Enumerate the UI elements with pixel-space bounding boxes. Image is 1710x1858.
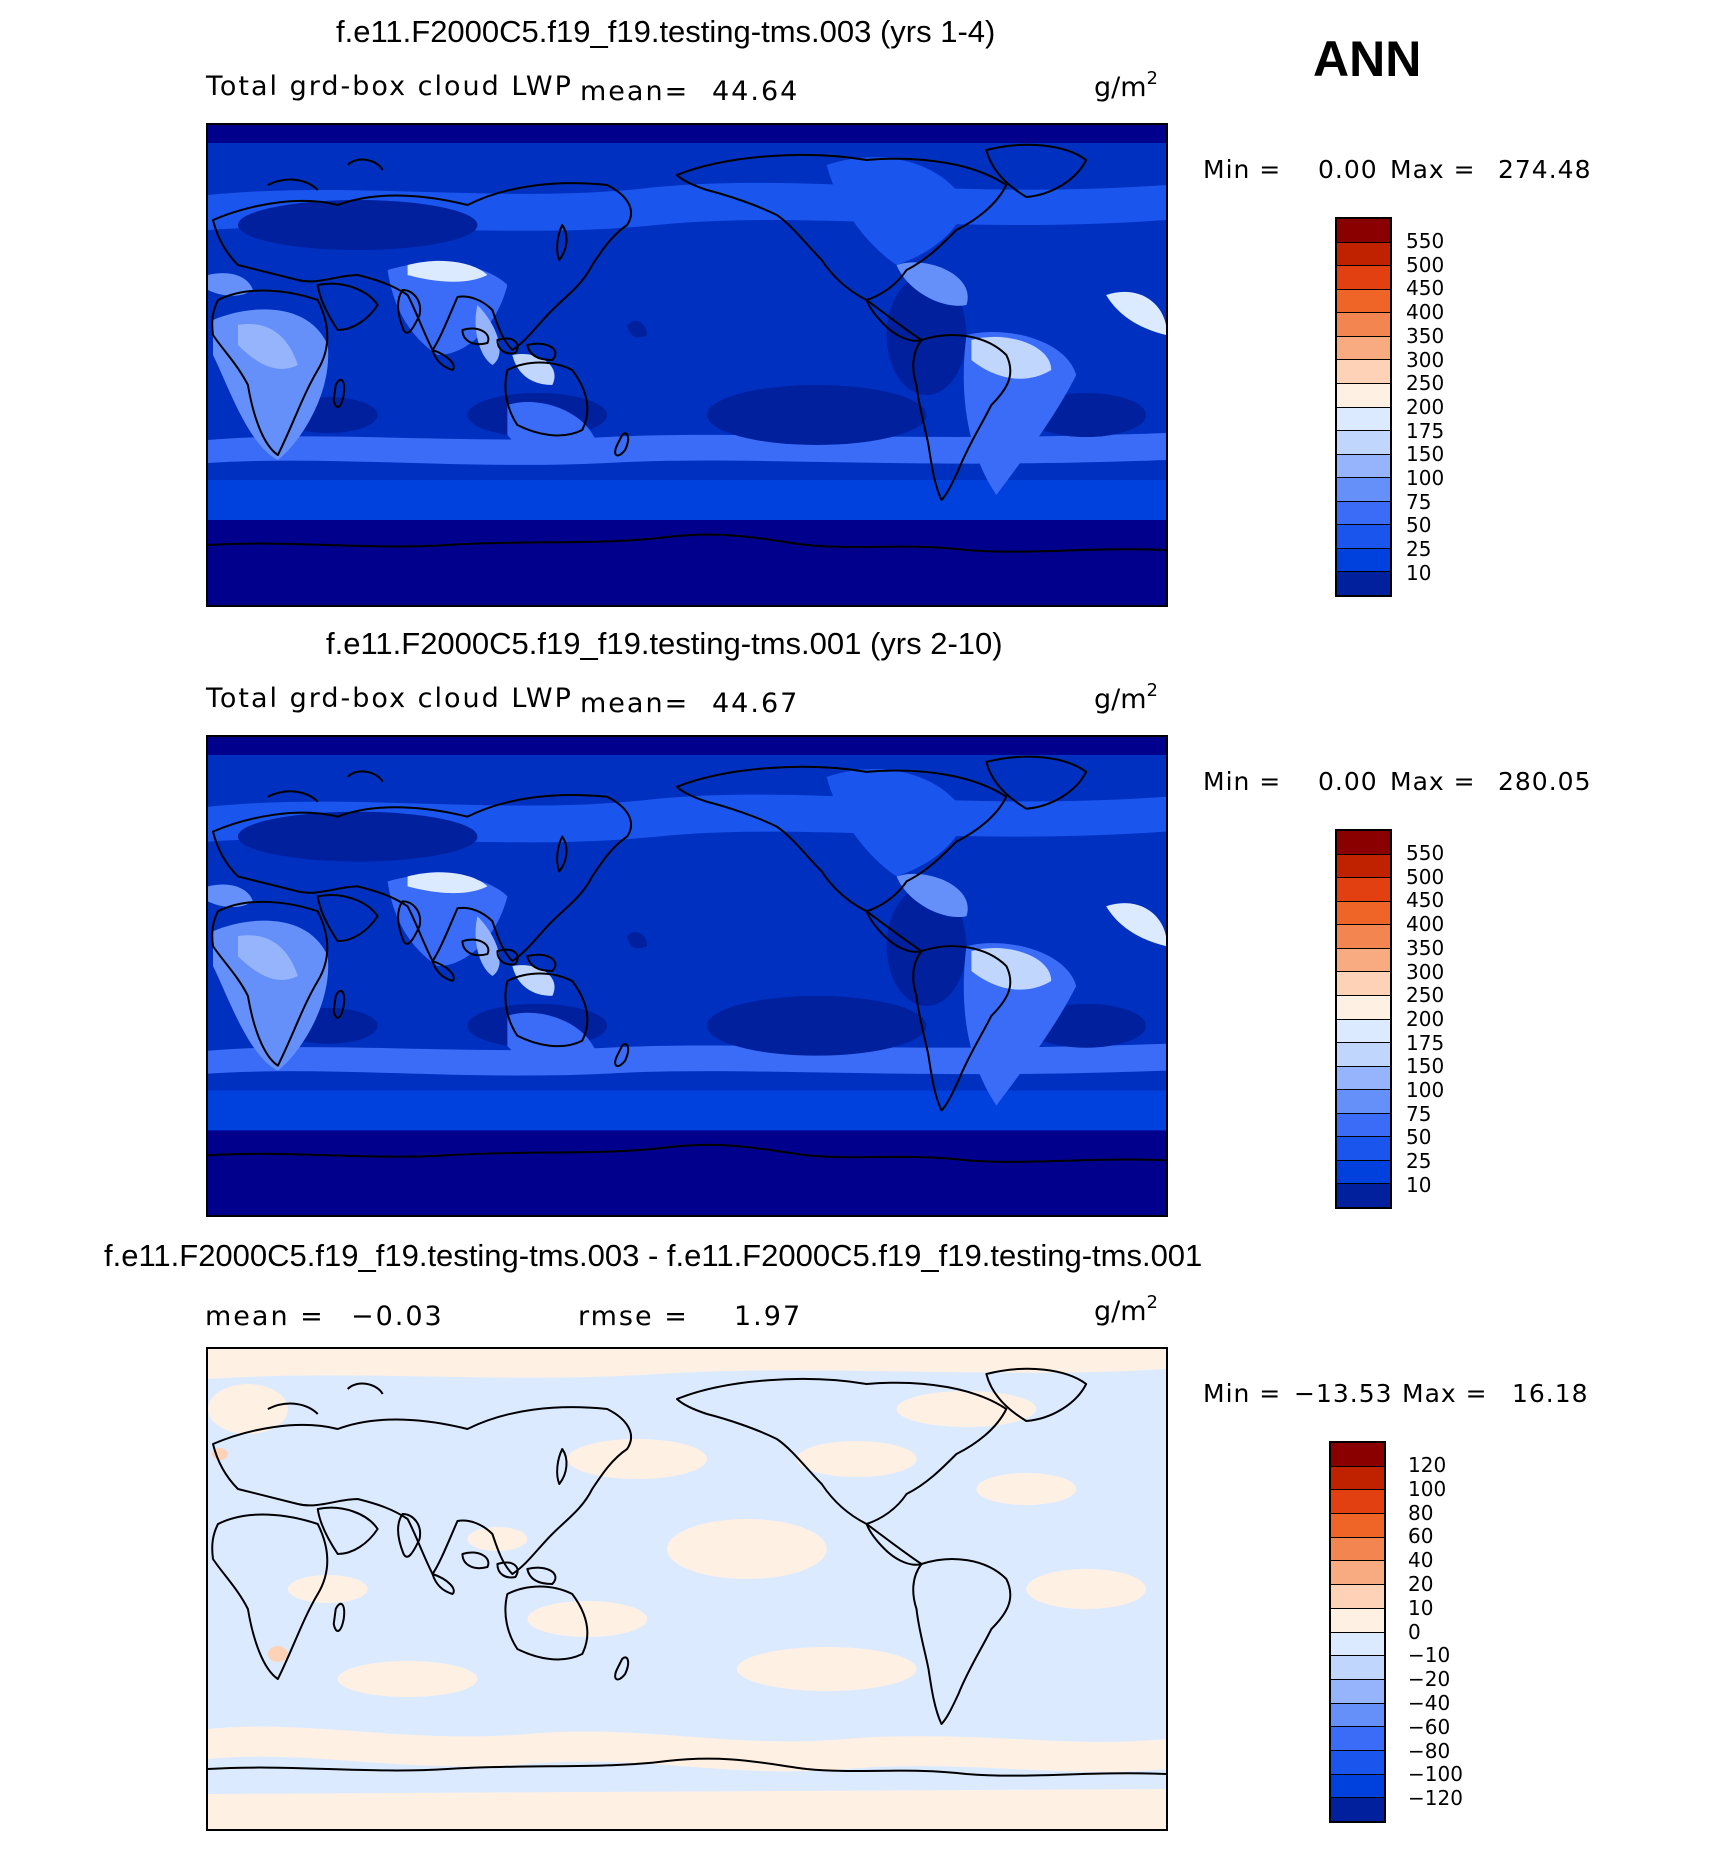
panel-1-unit: g/m2: [1094, 68, 1158, 103]
cb1-level: 75: [1406, 489, 1432, 514]
panel-1-variable-label: Total grd-box cloud LWP: [206, 71, 573, 102]
cb2-level: 75: [1406, 1101, 1432, 1126]
cb1-level: 50: [1406, 513, 1432, 538]
panel-3-map: [206, 1347, 1168, 1831]
cb3-level: 120: [1408, 1453, 1447, 1477]
panel-2-unit: g/m2: [1094, 680, 1158, 715]
panel-3-mean-label: mean =: [205, 1301, 325, 1332]
cb3-level: −80: [1408, 1738, 1451, 1763]
cb1-level: 100: [1406, 466, 1445, 490]
cb1-level: 200: [1406, 394, 1445, 419]
panel-3-unit: g/m2: [1094, 1292, 1158, 1327]
panel-2-colorbar: [1335, 829, 1392, 1209]
panel-3-min-label: Min =: [1203, 1379, 1282, 1408]
cb3-level: −120: [1408, 1786, 1463, 1811]
panel-2-map: [206, 735, 1168, 1217]
panel-3-max-label: Max =: [1402, 1379, 1488, 1408]
cb1-level: 300: [1406, 347, 1445, 372]
cb2-level: 10: [1406, 1172, 1432, 1197]
cb1-level: 350: [1406, 323, 1445, 348]
panel-1-mean-label: mean=: [580, 76, 690, 107]
cb1-level: 175: [1406, 418, 1445, 443]
panel-2-title: f.e11.F2000C5.f19_f19.testing-tms.001 (y…: [326, 626, 1003, 661]
cb1-level: 450: [1406, 276, 1445, 301]
panel-3-max-value: 16.18: [1512, 1379, 1589, 1408]
cb3-level: 10: [1408, 1595, 1434, 1620]
panel-3-title: f.e11.F2000C5.f19_f19.testing-tms.003 - …: [104, 1238, 1203, 1273]
cb1-level: 400: [1406, 300, 1445, 325]
cb3-level: 20: [1408, 1572, 1434, 1596]
panel-3-mean-value: −0.03: [351, 1301, 444, 1332]
cb2-level: 300: [1406, 959, 1445, 984]
panel-1-title: f.e11.F2000C5.f19_f19.testing-tms.003 (y…: [336, 14, 996, 49]
panel-3-rmse-value: 1.97: [734, 1301, 803, 1332]
cb2-level: 400: [1406, 912, 1445, 937]
cb3-level: 0: [1408, 1619, 1421, 1644]
cb2-level: 350: [1406, 935, 1445, 960]
panel-1-mean-value: 44.64: [712, 76, 800, 107]
cb2-level: 175: [1406, 1030, 1445, 1055]
panel-3-min-value: −13.53: [1294, 1379, 1393, 1408]
panel-1-map: [206, 123, 1168, 607]
panel-1-colorbar: [1335, 217, 1392, 597]
cb2-level: 500: [1406, 864, 1445, 889]
cb1-level: 150: [1406, 442, 1445, 467]
panel-3-colorbar: [1329, 1441, 1386, 1823]
cb3-level: −100: [1408, 1762, 1463, 1787]
cb1-level: 250: [1406, 371, 1445, 396]
cb3-level: 80: [1408, 1500, 1434, 1525]
cb3-level: 60: [1408, 1524, 1434, 1549]
season-label: ANN: [1313, 31, 1422, 87]
cb2-level: 200: [1406, 1006, 1445, 1031]
cb3-level: −20: [1408, 1667, 1451, 1692]
cb2-level: 50: [1406, 1125, 1432, 1150]
panel-2-max-label: Max =: [1390, 767, 1476, 796]
cb2-level: 150: [1406, 1054, 1445, 1079]
panel-3-rmse-label: rmse =: [578, 1301, 689, 1332]
panel-1-max-value: 274.48: [1498, 155, 1592, 184]
cb2-level: 100: [1406, 1078, 1445, 1102]
panel-1-min-label: Min =: [1203, 155, 1282, 184]
panel-2-mean-label: mean=: [580, 688, 690, 719]
panel-2-variable-label: Total grd-box cloud LWP: [206, 683, 573, 714]
cb2-level: 250: [1406, 983, 1445, 1008]
cb3-level: −60: [1408, 1714, 1451, 1739]
panel-2-min-label: Min =: [1203, 767, 1282, 796]
panel-1-max-label: Max =: [1390, 155, 1476, 184]
cb1-level: 500: [1406, 252, 1445, 277]
cb2-level: 450: [1406, 888, 1445, 913]
cb1-level: 25: [1406, 537, 1432, 562]
panel-2-max-value: 280.05: [1498, 767, 1592, 796]
cb2-level: 550: [1406, 841, 1445, 865]
cb3-level: 100: [1408, 1476, 1447, 1501]
cb3-level: 40: [1408, 1548, 1434, 1573]
cb1-level: 550: [1406, 229, 1445, 253]
cb1-level: 10: [1406, 560, 1432, 585]
panel-1-min-value: 0.00: [1318, 155, 1378, 184]
cb2-level: 25: [1406, 1149, 1432, 1174]
panel-2-mean-value: 44.67: [712, 688, 800, 719]
cb3-level: −10: [1408, 1643, 1451, 1668]
cb3-level: −40: [1408, 1691, 1451, 1715]
panel-2-min-value: 0.00: [1318, 767, 1378, 796]
